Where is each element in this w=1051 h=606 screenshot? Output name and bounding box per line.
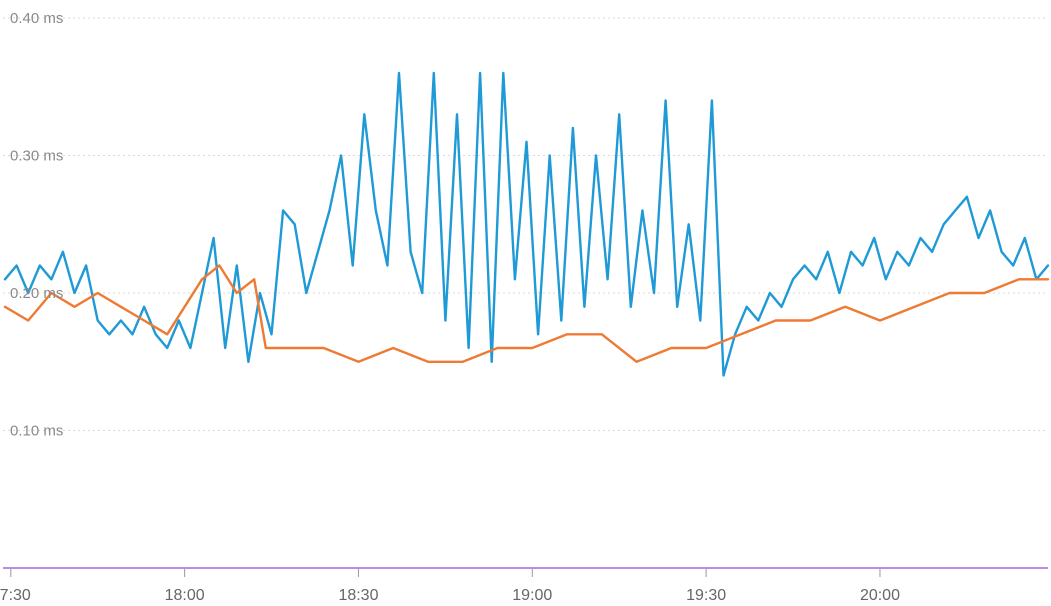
x-tick-label: 19:30 <box>686 587 726 604</box>
y-tick-label: 0.30 ms <box>10 148 63 165</box>
x-tick-label: 18:30 <box>338 587 378 604</box>
x-tick-label: 20:00 <box>860 587 900 604</box>
x-tick-label: 19:00 <box>512 587 552 604</box>
series-line-1 <box>3 71 1050 377</box>
y-tick-label: 0.20 ms <box>10 285 63 302</box>
x-tick-label: 17:30 <box>0 587 31 604</box>
series-lines <box>3 71 1050 377</box>
y-axis-tick-labels: 0.40 ms 0.30 ms 0.20 ms 0.10 ms <box>10 10 63 440</box>
x-tick-label: 18:00 <box>165 587 205 604</box>
gridlines <box>3 17 1048 431</box>
y-tick-label: 0.40 ms <box>10 10 63 27</box>
x-axis-ticks: 17:30 18:00 18:30 19:00 19:30 20:00 <box>0 569 900 604</box>
y-tick-label: 0.10 ms <box>10 423 63 440</box>
series-line-2 <box>3 264 1050 363</box>
